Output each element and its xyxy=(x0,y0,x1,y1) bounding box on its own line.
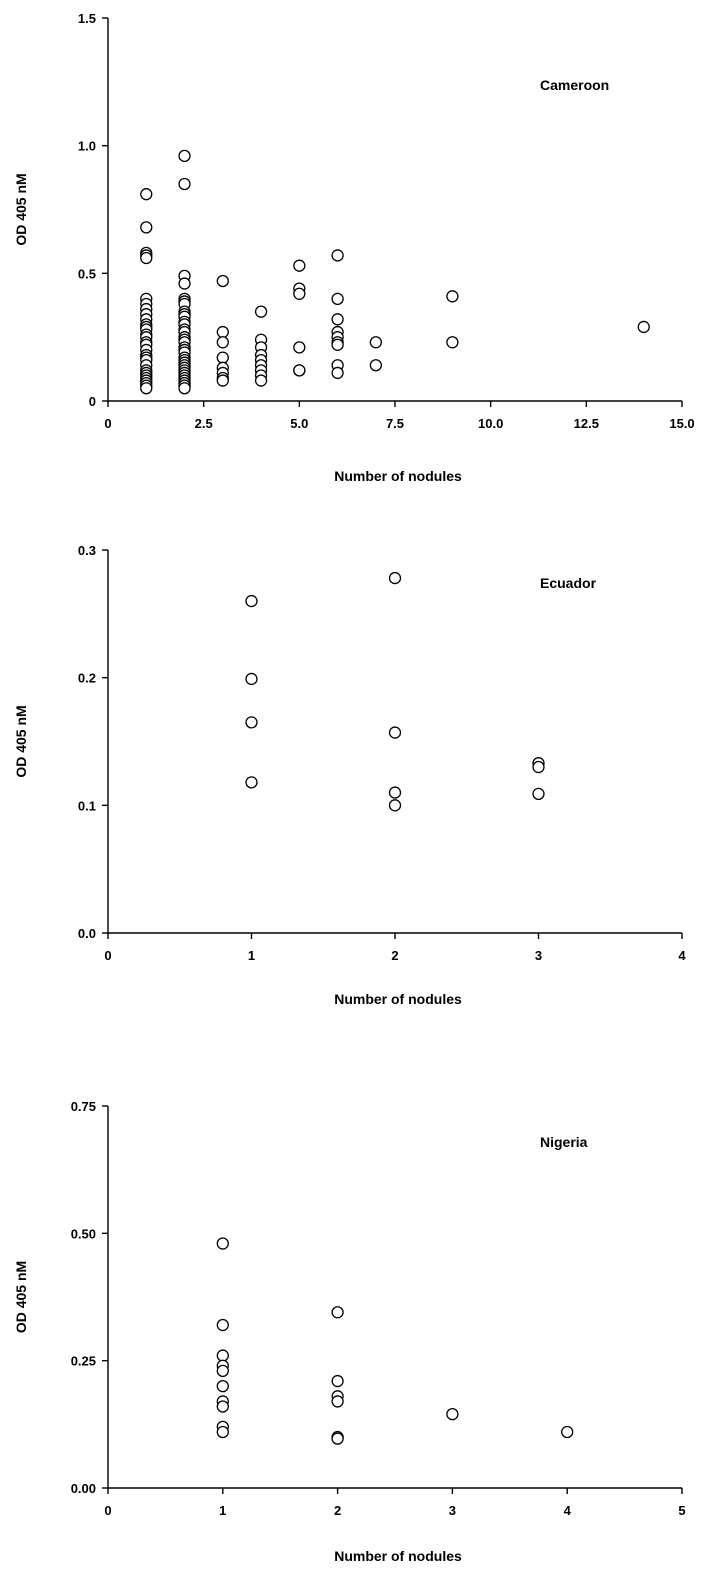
data-point xyxy=(254,305,268,318)
y-tick-label: 0.5 xyxy=(78,266,96,281)
data-point xyxy=(561,1425,574,1439)
data-point xyxy=(245,716,258,729)
data-point xyxy=(446,290,459,303)
x-tick-label: 1 xyxy=(219,1503,226,1518)
data-point xyxy=(388,726,402,739)
data-point xyxy=(331,338,344,351)
y-axis-title: OD 405 nM xyxy=(13,1261,29,1333)
y-axis-title: OD 405 nM xyxy=(13,173,29,245)
x-tick-label: 3 xyxy=(535,948,542,963)
x-tick-label: 2 xyxy=(334,1503,341,1518)
x-tick-label: 0 xyxy=(104,416,111,431)
x-tick-label: 1 xyxy=(248,948,255,963)
data-point xyxy=(446,336,459,349)
data-point xyxy=(293,287,306,300)
data-point xyxy=(245,776,258,789)
x-tick-label: 5 xyxy=(678,1503,685,1518)
x-axis-title: Number of nodules xyxy=(334,1548,462,1564)
data-point xyxy=(216,1400,229,1413)
data-point xyxy=(293,259,306,272)
x-tick-label: 12.5 xyxy=(574,416,599,431)
panel-title: Nigeria xyxy=(540,1134,588,1150)
data-point xyxy=(331,313,344,326)
data-point xyxy=(216,274,229,288)
panel-title: Ecuador xyxy=(540,575,597,591)
y-tick-label: 0.0 xyxy=(78,926,96,941)
x-axis-title: Number of nodules xyxy=(334,991,462,1007)
data-point xyxy=(178,177,191,191)
data-point xyxy=(388,786,402,799)
cameroon-panel: 0 0.5 1.0 1.5 0 2.5 5.0 7.5 10.0 12.5 15.0 Number o… xyxy=(13,11,695,484)
nigeria-panel: 0.00 0.25 0.50 0.75 0 1 2 3 4 5 Number of nodules O… xyxy=(13,1099,686,1564)
y-axis-title: OD 405 nM xyxy=(13,705,29,777)
x-tick-label: 0 xyxy=(104,1503,111,1518)
data-point xyxy=(254,374,268,387)
x-tick-label: 10.0 xyxy=(478,416,503,431)
data-point xyxy=(369,359,383,372)
data-point xyxy=(446,1407,459,1421)
y-tick-label: 0.2 xyxy=(78,671,96,686)
data-point xyxy=(331,366,344,380)
data-point xyxy=(140,221,153,234)
x-tick-label: 0 xyxy=(104,948,111,963)
data-point xyxy=(216,351,229,364)
data-point xyxy=(216,336,229,349)
data-point xyxy=(331,1374,344,1388)
x-tick-label: 2 xyxy=(391,948,398,963)
data-point xyxy=(532,787,545,800)
data-point xyxy=(178,149,191,163)
data-point xyxy=(245,594,258,608)
panel-title: Cameroon xyxy=(540,77,609,93)
y-tick-label: 1.5 xyxy=(78,11,96,26)
data-point xyxy=(331,1306,344,1319)
y-tick-label: 0.25 xyxy=(71,1354,96,1369)
data-point xyxy=(178,277,191,290)
y-tick-label: 0.1 xyxy=(78,798,96,813)
data-point xyxy=(140,251,153,265)
y-tick-label: 0.00 xyxy=(71,1481,96,1496)
x-tick-label: 4 xyxy=(564,1503,572,1518)
data-point xyxy=(140,188,153,201)
data-point xyxy=(216,1237,229,1250)
y-tick-label: 0.3 xyxy=(78,543,96,558)
data-point xyxy=(216,1364,229,1378)
data-point xyxy=(245,672,258,686)
data-point xyxy=(637,320,650,334)
y-tick-label: 1.0 xyxy=(78,139,96,154)
data-point xyxy=(216,374,229,387)
x-tick-label: 15.0 xyxy=(669,416,694,431)
data-point xyxy=(140,382,153,395)
data-point xyxy=(369,336,383,349)
data-point xyxy=(331,292,344,306)
x-tick-label: 3 xyxy=(449,1503,456,1518)
data-point xyxy=(216,1318,229,1332)
x-tick-label: 4 xyxy=(678,948,686,963)
y-tick-label: 0 xyxy=(89,394,96,409)
x-tick-label: 2.5 xyxy=(195,416,213,431)
data-point xyxy=(178,382,191,395)
data-point xyxy=(388,571,402,585)
data-point xyxy=(293,364,306,377)
x-tick-label: 7.5 xyxy=(386,416,404,431)
data-point xyxy=(331,1395,344,1408)
data-point xyxy=(216,325,229,339)
ecuador-panel: 0.0 0.1 0.2 0.3 0 1 2 3 4 Number of nodules OD 405… xyxy=(13,543,686,1007)
data-point xyxy=(388,799,402,812)
data-point xyxy=(293,341,306,354)
x-tick-label: 5.0 xyxy=(290,416,308,431)
data-point xyxy=(216,1425,229,1439)
x-axis-title: Number of nodules xyxy=(334,468,462,484)
data-point xyxy=(216,1379,229,1393)
data-point xyxy=(331,1432,344,1445)
data-point xyxy=(216,1349,229,1362)
y-tick-label: 0.50 xyxy=(71,1226,96,1241)
data-point xyxy=(532,760,545,774)
y-tick-label: 0.75 xyxy=(71,1099,96,1114)
data-point xyxy=(331,249,344,262)
